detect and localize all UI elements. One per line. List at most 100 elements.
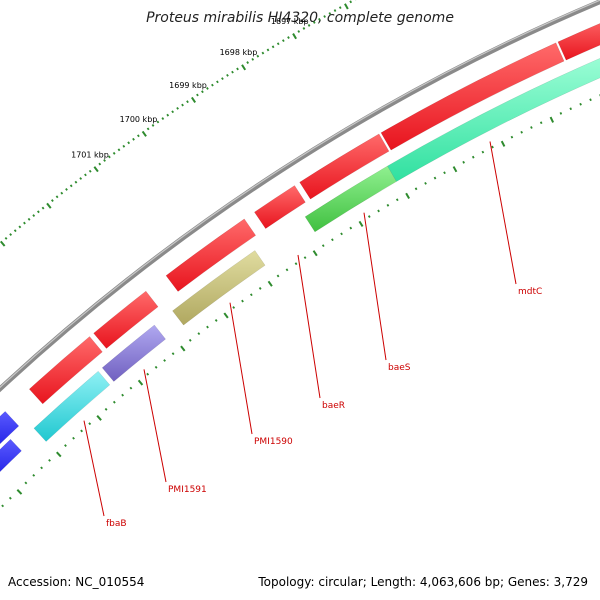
inner-tick-mark [121,393,125,397]
tick-mark [161,117,165,120]
tick-mark [302,27,306,30]
tick-mark [18,225,22,229]
tick-mark [171,110,175,114]
tick-mark [201,90,204,94]
inner-tick-mark [8,496,12,500]
kbp-label: 1700 kbp [120,115,158,124]
tick-mark [226,73,229,77]
mdtc-feature[interactable] [387,51,600,182]
tick-mark [318,18,321,21]
label-leader-line [83,420,105,517]
kbp-tick-labels: 1692 kbp1693 kbp1694 kbp1695 kbp1696 kbp… [71,17,309,160]
baes-gene[interactable] [299,133,390,200]
gene-labels: fbaB PMI1591 PMI1590 baeR baeS mdtC [83,141,542,529]
inner-tick-mark [589,98,592,102]
inner-tick-mark [559,111,563,115]
tick-mark [9,233,13,236]
tick-mark [13,229,17,233]
tick-mark [4,236,8,240]
inner-tick-mark [569,107,573,111]
tick-mark [151,123,155,127]
tick-mark [307,24,311,27]
inner-tick-mark [223,312,229,319]
inner-tick-mark [285,268,289,272]
left-gene-feature-lower[interactable] [0,438,22,486]
inner-tick-mark [358,220,364,227]
gene-features[interactable] [0,17,600,486]
baes-feature[interactable] [304,165,397,233]
inner-tick-mark [510,135,514,139]
mdtc-gene[interactable] [380,42,565,151]
tick-mark [166,113,170,117]
tick-mark [344,3,349,10]
inner-tick-mark [331,238,334,242]
tick-mark [41,206,45,210]
tick-mark [271,45,275,49]
tick-mark [137,134,140,138]
tick-mark [261,51,265,55]
inner-tick-mark [321,244,325,248]
pmi1591-feature[interactable] [101,324,166,382]
tick-mark [74,180,78,184]
kbp-label: 1699 kbp [169,81,207,90]
inner-tick-mark [452,166,458,173]
tick-mark [211,83,214,87]
tick-mark [292,33,297,40]
tick-mark [88,169,92,173]
inner-tick-mark [112,400,116,404]
baer-gene[interactable] [254,185,306,229]
inner-tick-mark [32,473,36,477]
inner-tick-mark [258,287,262,290]
fbab-gene[interactable] [28,336,103,405]
tick-mark [112,151,116,155]
tick-mark [27,217,31,221]
tick-mark [79,177,83,180]
inner-tick-mark [72,436,75,440]
inner-tick-mark [64,444,67,447]
pmi1590-gene[interactable] [165,218,257,292]
tick-mark [176,106,179,110]
label-leader-line [229,302,253,435]
inner-tick-mark [462,160,465,164]
inner-tick-mark [500,140,506,147]
kbp-label: 1698 kbp [220,48,258,57]
tick-mark [132,137,135,141]
inner-tick-mark [48,458,51,462]
tick-mark [46,202,52,209]
tick-mark [287,36,290,39]
tick-mark [236,67,239,71]
gene-label-baes: baeS [388,363,411,373]
tick-mark [93,166,99,173]
tick-mark [127,141,131,145]
label-leader-line [489,141,517,285]
pmi1590-feature[interactable] [172,250,266,326]
tick-mark [156,120,160,124]
inner-tick-mark [539,121,543,125]
inner-tick-mark [386,203,390,207]
inner-tick-mark [549,116,555,123]
fbab-feature[interactable] [33,370,111,442]
tick-mark [256,54,260,58]
tick-mark [206,86,209,90]
inner-tick-mark [24,481,28,485]
gene-label-mdtc: mdtC [518,287,542,297]
kbp-label: 1697 kbp [271,17,309,26]
pmi1591-gene[interactable] [93,290,159,349]
tick-mark [60,191,64,195]
next-gene[interactable] [557,17,600,61]
map-title: Proteus mirabilis HI4320, complete genom… [146,10,454,26]
tick-mark [251,57,255,61]
tick-mark [312,21,316,24]
inner-tick-mark [129,386,133,390]
tick-mark [246,61,250,64]
tick-mark [36,210,40,214]
tick-mark [328,12,332,15]
inner-tick-mark [188,338,192,342]
inner-tick-mark [104,407,108,411]
inner-tick-mark [241,299,244,303]
tick-mark [231,70,234,74]
left-gene-feature[interactable] [0,411,20,456]
inner-tick-mark [180,345,186,352]
inner-tick-mark [88,422,92,426]
